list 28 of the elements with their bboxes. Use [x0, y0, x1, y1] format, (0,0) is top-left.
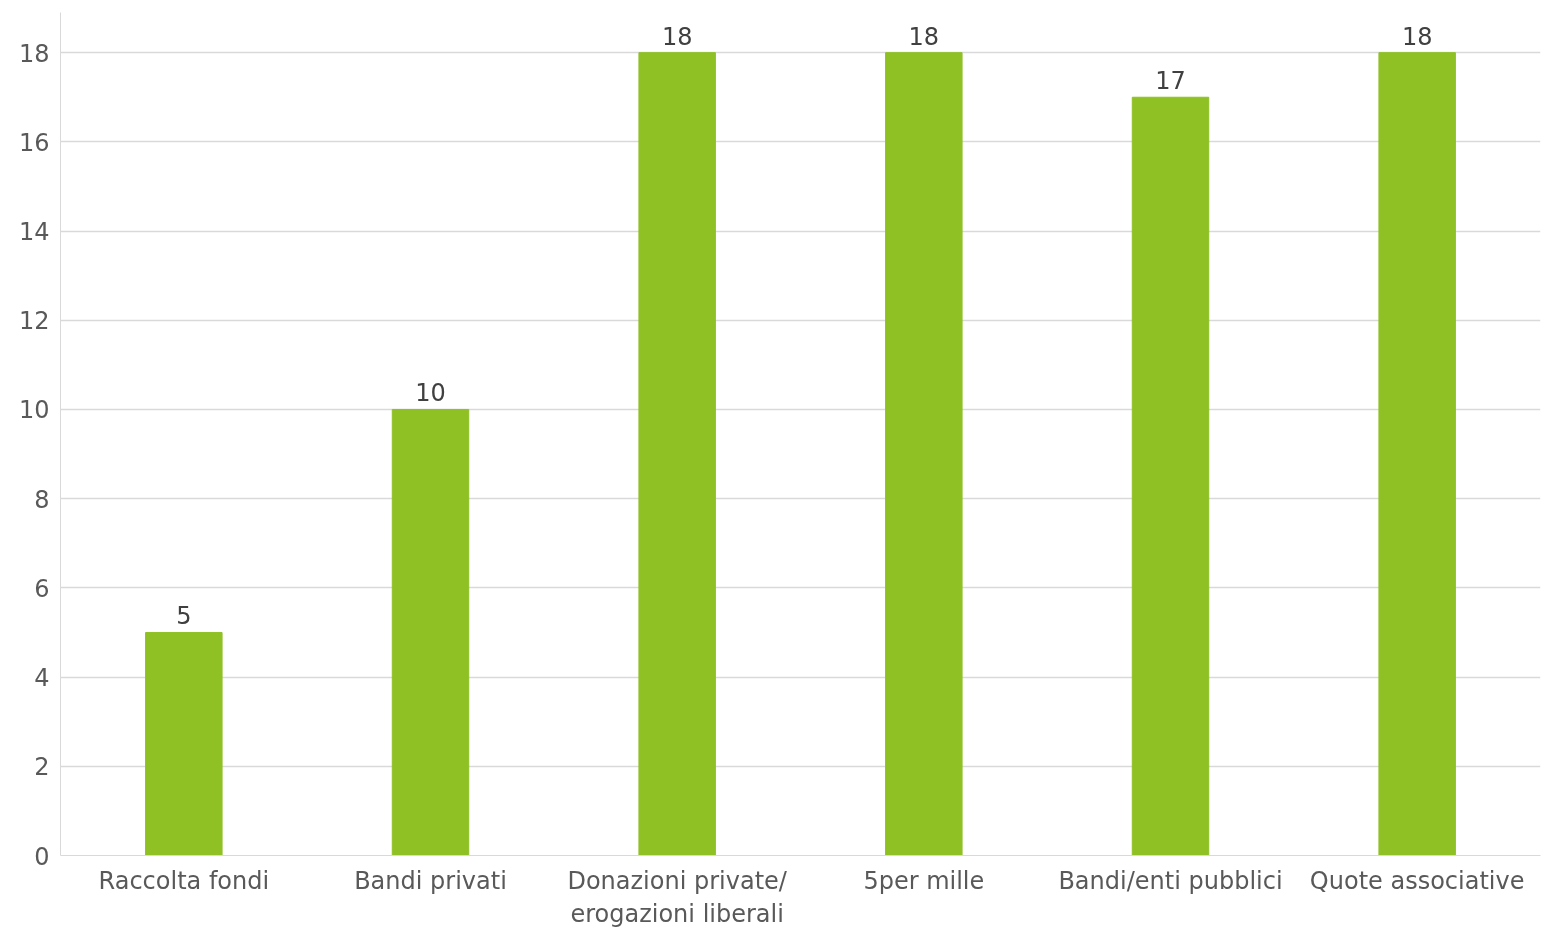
data-label: 18 [908, 22, 940, 51]
bar [885, 52, 963, 856]
y-tick-label: 0 [34, 842, 50, 871]
bar [391, 408, 470, 856]
x-tick-label: Bandi privati [354, 866, 507, 895]
bar [638, 52, 716, 856]
y-tick-label: 10 [18, 396, 50, 425]
x-tick-label: Quote associative [1309, 866, 1525, 895]
x-tick-label: Donazioni private/ erogazioni liberali [567, 866, 788, 929]
data-label: 18 [1401, 22, 1433, 51]
x-tick-label: Bandi/enti pubblici [1058, 866, 1283, 895]
y-tick-label: 6 [34, 574, 50, 603]
y-tick-label: 4 [34, 664, 50, 693]
y-tick-label: 2 [34, 753, 50, 782]
data-label: 18 [661, 22, 693, 51]
y-tick-label: 16 [18, 128, 50, 157]
y-tick-label: 14 [18, 218, 50, 247]
data-label: 10 [415, 379, 446, 408]
y-tick-label: 12 [18, 307, 50, 336]
y-tick-label: 8 [34, 485, 50, 514]
bar [1131, 96, 1210, 856]
y-tick-label: 18 [18, 39, 50, 68]
x-tick-label: Raccolta fondi [98, 866, 270, 895]
bar [145, 631, 223, 856]
data-label: 17 [1155, 67, 1186, 96]
x-tick-label: 5per mille [863, 866, 985, 895]
bar [1378, 52, 1456, 856]
data-label: 5 [176, 602, 192, 631]
